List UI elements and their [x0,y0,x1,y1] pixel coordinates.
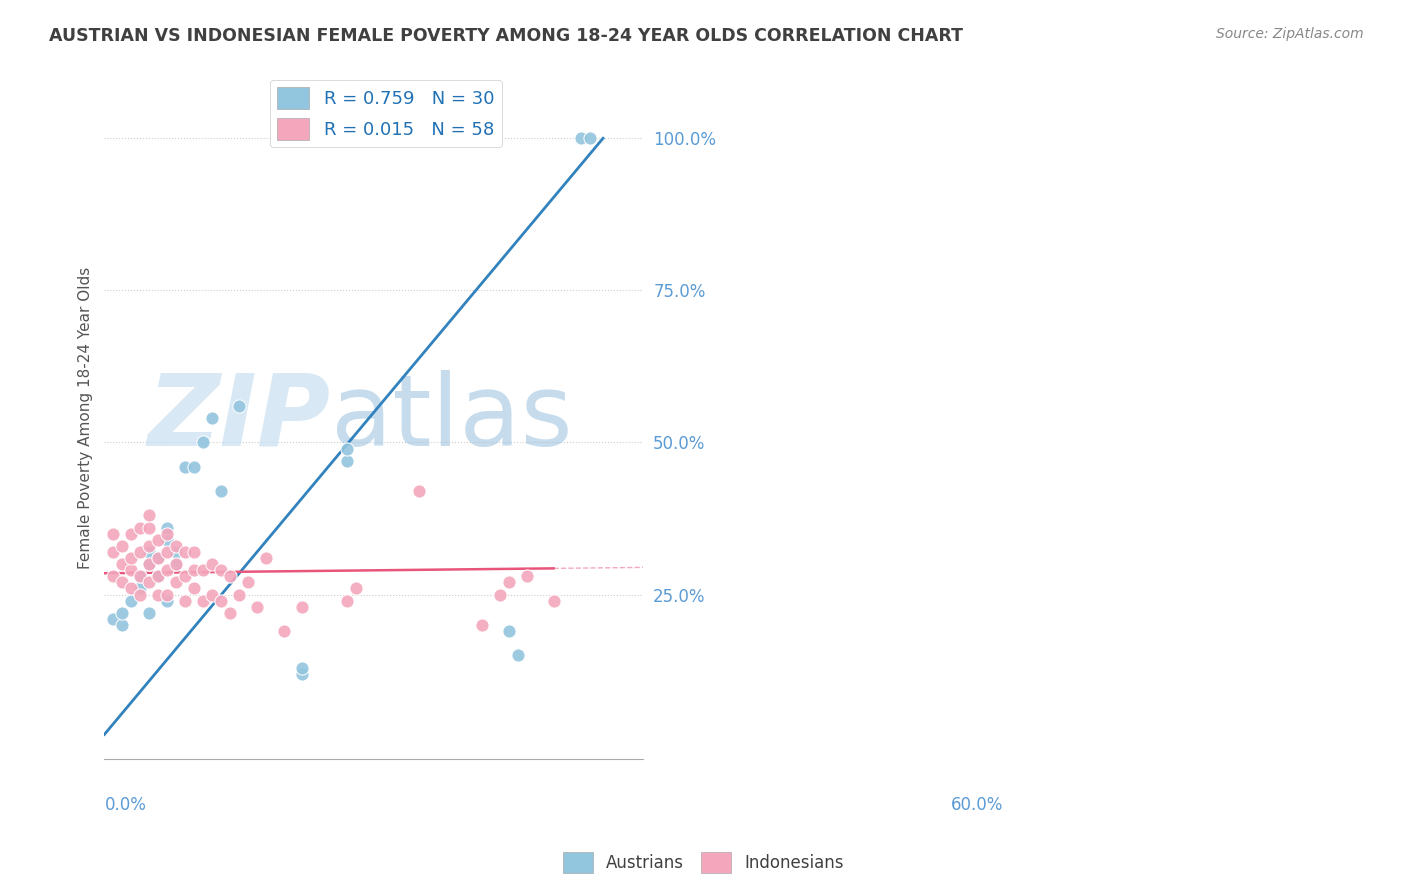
Point [129,569,152,583]
Point [120,593,142,607]
Point [174,459,197,474]
Point [183,563,205,577]
Point [111,575,134,590]
Point [111,606,134,620]
Point [201,588,224,602]
Point [291,666,314,681]
Point [471,618,494,632]
Point [156,520,179,534]
Point [165,557,187,571]
Point [506,648,529,663]
Point [183,545,205,559]
Point [209,593,232,607]
Point [156,526,179,541]
Point [156,588,179,602]
Point [138,606,160,620]
Text: 60.0%: 60.0% [950,797,1002,814]
Point [273,624,295,638]
Point [193,563,215,577]
Point [103,526,125,541]
Point [138,539,160,553]
Point [111,539,134,553]
Point [103,612,125,626]
Point [129,520,152,534]
Point [129,588,152,602]
Point [201,411,224,425]
Point [156,563,179,577]
Point [254,551,277,566]
Point [219,606,242,620]
Point [174,593,197,607]
Point [138,557,160,571]
Point [156,533,179,547]
Point [138,557,160,571]
Point [498,624,520,638]
Point [543,593,565,607]
Point [201,557,224,571]
Point [408,484,430,499]
Point [129,582,152,596]
Point [156,545,179,559]
Point [246,599,269,614]
Point [183,459,205,474]
Point [120,582,142,596]
Point [291,660,314,674]
Point [148,551,170,566]
Point [488,588,510,602]
Point [111,557,134,571]
Point [209,484,232,499]
Point [148,588,170,602]
Point [165,575,187,590]
Point [219,569,242,583]
Point [129,569,152,583]
Text: atlas: atlas [330,369,572,467]
Point [148,551,170,566]
Point [344,582,367,596]
Point [156,593,179,607]
Point [103,545,125,559]
Point [174,545,197,559]
Point [236,575,259,590]
Point [120,563,142,577]
Point [228,399,250,413]
Legend: Austrians, Indonesians: Austrians, Indonesians [555,846,851,880]
Text: 0.0%: 0.0% [104,797,146,814]
Text: AUSTRIAN VS INDONESIAN FEMALE POVERTY AMONG 18-24 YEAR OLDS CORRELATION CHART: AUSTRIAN VS INDONESIAN FEMALE POVERTY AM… [49,27,963,45]
Point [193,593,215,607]
Point [148,569,170,583]
Point [516,569,538,583]
Point [228,588,250,602]
Point [120,526,142,541]
Point [569,131,592,145]
Point [193,435,215,450]
Point [165,545,187,559]
Point [209,563,232,577]
Point [148,569,170,583]
Y-axis label: Female Poverty Among 18-24 Year Olds: Female Poverty Among 18-24 Year Olds [79,267,93,569]
Point [578,131,600,145]
Point [138,520,160,534]
Text: Source: ZipAtlas.com: Source: ZipAtlas.com [1216,27,1364,41]
Point [291,599,314,614]
Point [111,618,134,632]
Point [165,557,187,571]
Point [129,545,152,559]
Point [103,569,125,583]
Point [336,593,359,607]
Point [138,508,160,523]
Legend: R = 0.759   N = 30, R = 0.015   N = 58: R = 0.759 N = 30, R = 0.015 N = 58 [270,79,502,147]
Point [174,569,197,583]
Point [148,533,170,547]
Point [120,551,142,566]
Point [336,442,359,456]
Point [183,582,205,596]
Point [138,545,160,559]
Text: ZIP: ZIP [148,369,330,467]
Point [336,453,359,467]
Point [498,575,520,590]
Point [138,575,160,590]
Point [165,539,187,553]
